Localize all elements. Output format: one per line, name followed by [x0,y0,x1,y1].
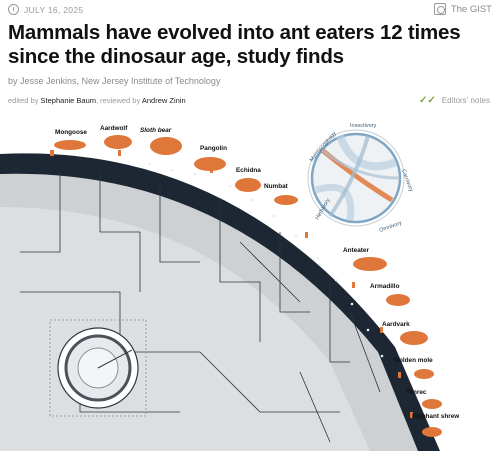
editors-notes-label: Editors' notes [441,96,490,105]
editors-notes[interactable]: ✓✓ Editors' notes [419,95,490,106]
inset-tree [49,319,147,417]
clock-icon [8,4,19,15]
pangolin-icon [194,157,226,171]
label-golden-mole: Golden mole [394,357,433,364]
label-aardvark: Aardvark [382,321,410,328]
gist-icon [433,3,446,15]
reviewer-name[interactable]: Andrew Zinin [141,96,186,105]
label-aardwolf: Aardwolf [100,125,128,132]
phylogeny-figure: Mongoose Aardwolf Sloth bear Pangolin Ec… [0,123,459,451]
label-echidna: Echidna [236,167,261,174]
aardvark-icon [400,331,428,345]
gist-link[interactable]: The GIST [433,3,492,15]
animal-silhouettes [54,135,442,437]
numbat-icon [274,195,298,205]
label-armadillo: Armadillo [370,283,400,290]
reviewed-prefix: , reviewed by [96,96,141,105]
publish-date: JULY 16, 2025 [8,4,83,15]
label-numbat: Numbat [264,183,289,190]
label-tenrec: Tenrec [406,389,427,396]
elephant-shrew-icon [422,427,442,437]
label-mongoose: Mongoose [55,129,87,136]
echidna-icon [235,178,261,192]
gist-label: The GIST [450,3,492,15]
byline: by Jesse Jenkins, New Jersey Institute o… [8,76,221,86]
label-sloth-bear: Sloth bear [140,127,172,134]
tree-branches [20,172,381,443]
date-text: JULY 16, 2025 [24,4,84,15]
checkmark-icon: ✓✓ [419,95,436,106]
golden-mole-icon [414,369,434,379]
chord-label-omnivory: Omnivory [379,220,403,234]
label-anteater: Anteater [343,247,369,254]
label-elephant-shrew: Elephant shrew [412,413,459,420]
sloth-bear-icon [150,137,182,155]
editor-name[interactable]: Stephanie Baum [40,96,97,105]
edited-prefix: edited by [8,96,39,105]
chord-diagram: Insectivory Carnivory Omnivory Herbivory… [307,123,414,234]
aardwolf-icon [104,135,132,149]
top-bar: JULY 16, 2025 The GIST [0,0,500,20]
chord-label-insectivory: Insectivory [350,123,377,129]
article-title: Mammals have evolved into ant eaters 12 … [8,21,461,68]
editor-line: edited by Stephanie Baum, reviewed by An… [8,96,186,105]
label-pangolin: Pangolin [200,145,227,152]
armadillo-icon [386,294,410,306]
article-figure: Mongoose Aardwolf Sloth bear Pangolin Ec… [0,112,500,451]
anteater-icon [353,257,387,271]
tree-tip-dots [148,162,384,358]
tenrec-icon [422,399,442,409]
mongoose-icon [54,140,86,150]
